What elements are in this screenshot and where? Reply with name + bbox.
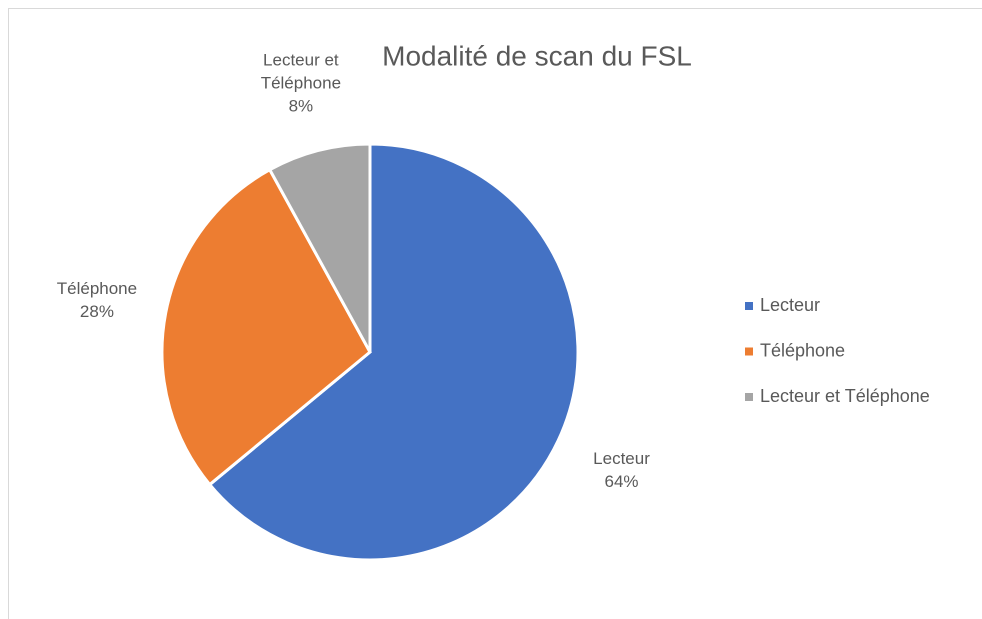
data-label: Lecteur 64% [557,447,687,493]
data-label-category: Lecteur [593,449,650,469]
data-label: Téléphone 28% [32,277,162,323]
chart-title: Modalité de scan du FSL [382,40,692,71]
legend-swatch [745,347,753,356]
data-label-category: Lecteur et Téléphone [260,50,342,93]
legend-swatch [745,393,753,401]
data-label-value: 28% [79,301,114,321]
legend-label: Lecteur et Téléphone [760,386,930,406]
data-label-category: Téléphone [56,278,138,298]
pie-slice [267,142,372,353]
data-label-value: 8% [288,96,314,116]
legend-swatch [745,302,753,310]
data-label: Lecteur et Téléphone 8% [236,48,366,117]
pie-slice [160,167,372,487]
chart-border [8,8,982,619]
pie-slice [207,142,580,562]
data-label-value: 64% [604,472,639,492]
legend-label: Lecteur [760,295,820,315]
legend-label: Téléphone [760,340,845,360]
